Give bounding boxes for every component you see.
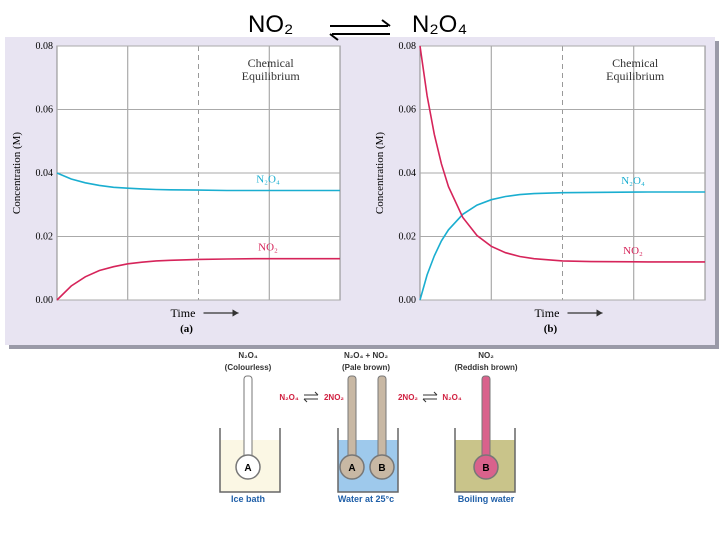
series-line bbox=[419, 45, 705, 263]
caption: Water at 25°c bbox=[338, 494, 394, 504]
x-axis-label: Time bbox=[171, 306, 196, 320]
species: N₂O₄ bbox=[238, 351, 258, 360]
y-tick-label: 0.00 bbox=[36, 295, 54, 306]
series-label: N₂O₄ bbox=[256, 173, 280, 185]
y-tick-label: 0.00 bbox=[399, 295, 417, 306]
series-label: NO₂ bbox=[623, 245, 643, 257]
annotation: Chemical bbox=[248, 56, 295, 70]
tube bbox=[377, 375, 387, 459]
panel-label: (b) bbox=[544, 323, 558, 335]
y-tick-label: 0.02 bbox=[399, 232, 417, 243]
y-axis-label: Concentration (M) bbox=[374, 132, 386, 215]
species-note: (Colourless) bbox=[225, 363, 272, 372]
y-axis-label: Concentration (M) bbox=[11, 132, 23, 215]
bulb-label: A bbox=[348, 463, 355, 474]
species: NO₂ bbox=[478, 351, 494, 360]
bulb bbox=[235, 454, 261, 480]
series-line bbox=[56, 172, 340, 192]
species: N₂O₄ + NO₂ bbox=[344, 351, 388, 360]
equilibrium-arrows bbox=[329, 19, 391, 41]
series-line bbox=[419, 191, 705, 301]
series-label: N₂O₄ bbox=[621, 175, 645, 187]
equation-arrows bbox=[303, 391, 319, 403]
tube bbox=[243, 375, 253, 459]
y-tick-label: 0.04 bbox=[36, 168, 54, 179]
y-tick-label: 0.08 bbox=[399, 41, 417, 52]
series-line bbox=[56, 257, 340, 301]
caption: Ice bath bbox=[231, 494, 265, 504]
bulb bbox=[473, 454, 499, 480]
diagram: A N₂O₄ (Colourless) Ice bath A B N₂O₄ + NO₂ (Pa… bbox=[219, 351, 518, 504]
reactant: NO₂ bbox=[248, 11, 293, 38]
equation-term: 2NO₂ bbox=[398, 393, 418, 402]
equation-arrows bbox=[422, 391, 438, 403]
equation-term: N₂O₄ bbox=[279, 393, 299, 402]
bulb bbox=[369, 454, 395, 480]
annotation: Equilibrium bbox=[242, 69, 301, 83]
y-tick-label: 0.08 bbox=[36, 41, 54, 52]
tube bbox=[481, 375, 491, 459]
equation-term: 2NO₂ bbox=[324, 393, 344, 402]
series-label: NO₂ bbox=[258, 242, 278, 254]
bulb-label: B bbox=[378, 463, 385, 474]
equation-term: N₂O₄ bbox=[442, 393, 462, 402]
tube bbox=[347, 375, 357, 459]
beaker bbox=[219, 428, 281, 493]
beaker bbox=[454, 428, 516, 493]
species-note: (Reddish brown) bbox=[454, 363, 517, 372]
annotation: Equilibrium bbox=[606, 69, 665, 83]
y-tick-label: 0.06 bbox=[36, 105, 54, 116]
y-tick-label: 0.04 bbox=[399, 168, 417, 179]
species-note: (Pale brown) bbox=[342, 363, 390, 372]
product: N₂O₄ bbox=[412, 11, 467, 38]
beaker bbox=[337, 428, 399, 493]
y-tick-label: 0.02 bbox=[36, 232, 54, 243]
x-axis-label: Time bbox=[535, 306, 560, 320]
bulb bbox=[339, 454, 365, 480]
caption: Boiling water bbox=[458, 494, 515, 504]
bulb-label: A bbox=[244, 463, 251, 474]
y-tick-label: 0.06 bbox=[399, 105, 417, 116]
annotation: Chemical bbox=[612, 56, 659, 70]
panel-label: (a) bbox=[180, 323, 193, 335]
bulb-label: B bbox=[482, 463, 489, 474]
